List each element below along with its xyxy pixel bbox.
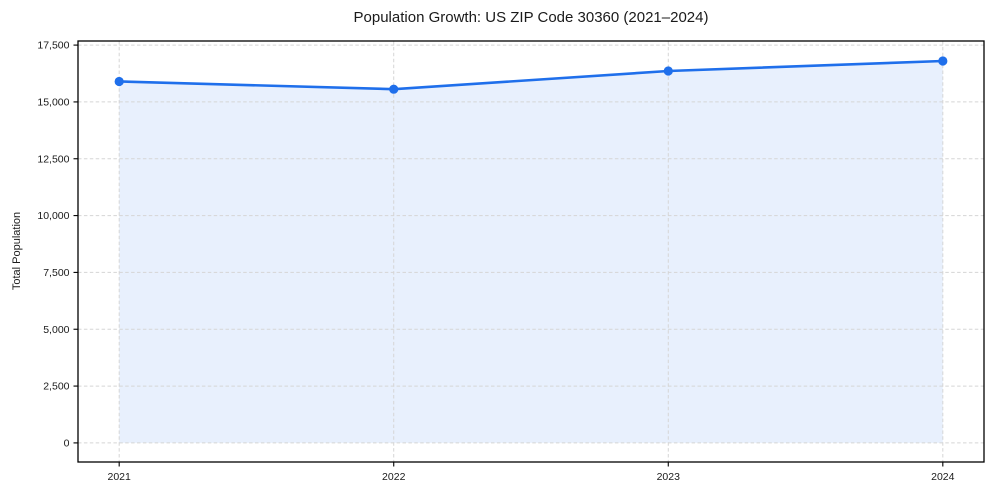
data-line [117,59,945,91]
data-point [114,76,124,87]
plot-border [77,40,985,463]
y-tick-label: 12,500 [37,153,69,165]
data-point [389,84,399,94]
x-tick-label: 2024 [931,471,955,483]
y-tick-label: 7,500 [43,267,69,279]
x-tick-label: 2023 [657,471,681,483]
y-tick-label: 2,500 [43,381,69,393]
data-point [663,66,673,76]
y-tick-label: 0 [64,438,70,450]
y-tick-label: 15,000 [37,97,69,109]
data-point [938,56,948,66]
chart-title: Population Growth: US ZIP Code 30360 (20… [353,9,709,26]
area-fill [119,61,943,443]
x-tick-label: 2021 [108,471,132,483]
y-tick-label: 5,000 [43,324,69,336]
x-tick-label: 2022 [382,471,406,483]
y-tick-label: 17,500 [37,40,69,52]
y-tick-label: 10,000 [37,210,69,222]
